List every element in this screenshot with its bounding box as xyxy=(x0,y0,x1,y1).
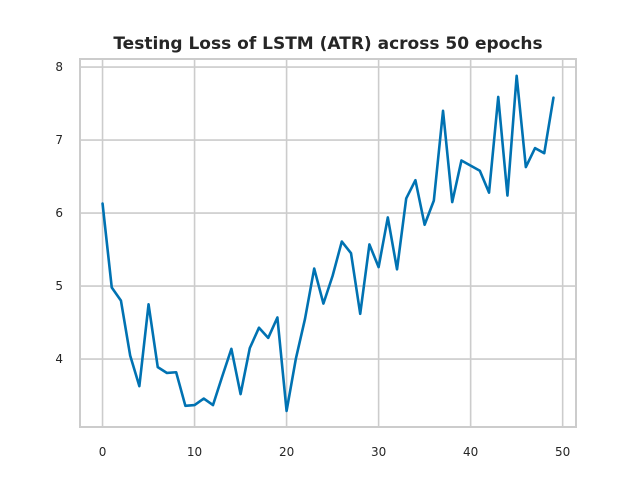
grid xyxy=(80,59,576,427)
y-axis-ticks: 4 5 6 7 8 xyxy=(55,60,63,366)
chart-title: Testing Loss of LSTM (ATR) across 50 epo… xyxy=(113,34,542,54)
x-axis-ticks: 0 10 20 30 40 50 xyxy=(99,445,571,459)
x-tick-label: 10 xyxy=(187,445,202,459)
x-tick-label: 40 xyxy=(463,445,478,459)
x-tick-label: 50 xyxy=(555,445,570,459)
x-tick-label: 0 xyxy=(99,445,107,459)
y-tick-label: 7 xyxy=(55,133,63,147)
y-tick-label: 8 xyxy=(55,60,63,74)
x-tick-label: 20 xyxy=(279,445,294,459)
x-tick-label: 30 xyxy=(371,445,386,459)
y-tick-label: 6 xyxy=(55,206,63,220)
y-tick-label: 4 xyxy=(55,352,63,366)
plot-frame xyxy=(79,58,577,428)
y-tick-label: 5 xyxy=(55,279,63,293)
series-group xyxy=(101,74,555,413)
series-line xyxy=(101,74,555,413)
